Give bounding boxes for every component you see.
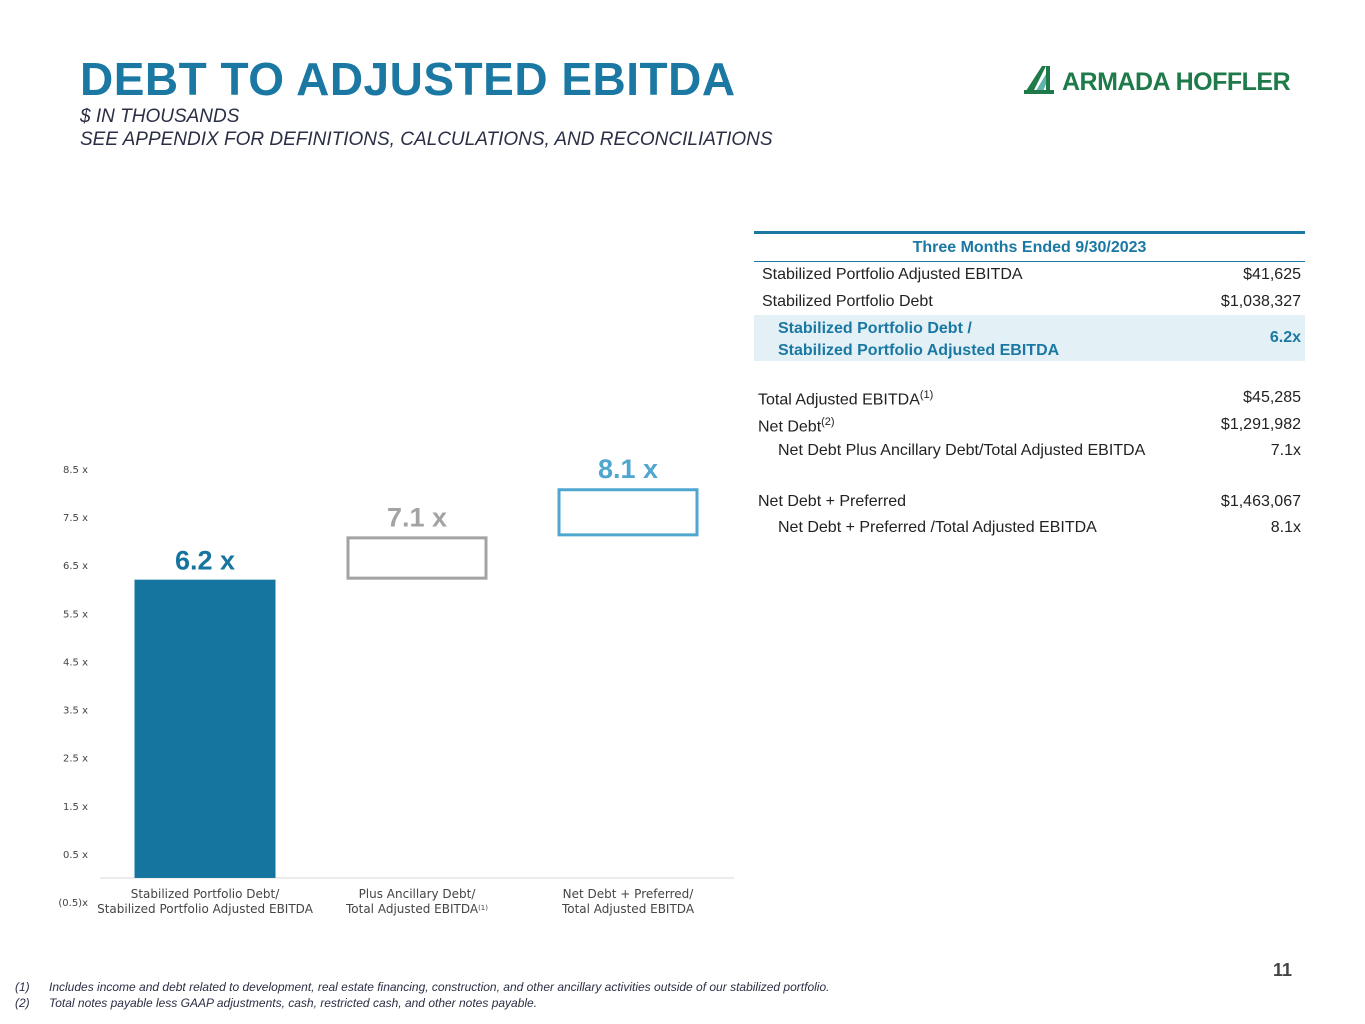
- subtitle-appendix: SEE APPENDIX FOR DEFINITIONS, CALCULATIO…: [80, 129, 773, 150]
- x-tick-label: Stabilized Portfolio Debt/: [131, 887, 281, 901]
- highlight-label: Stabilized Portfolio Debt / Stabilized P…: [778, 318, 1059, 362]
- row-label: Stabilized Portfolio Adjusted EBITDA: [762, 266, 1023, 283]
- footnote-2: (2) Total notes payable less GAAP adjustm…: [15, 996, 537, 1010]
- page-title: DEBT TO ADJUSTED EBITDA: [80, 53, 736, 105]
- ebitda-table: Three Months Ended 9/30/2023 Stabilized …: [754, 231, 1305, 542]
- table-row: Net Debt Plus Ancillary Debt/Total Adjus…: [754, 438, 1305, 465]
- row-label: Net Debt + Preferred: [758, 492, 907, 510]
- x-tick-label: Total Adjusted EBITDA(1): [345, 902, 488, 916]
- footnote-number: (2): [15, 996, 30, 1010]
- table-row: Net Debt + Preferred $1,463,067: [754, 489, 1305, 516]
- data-label: 8.1 x: [598, 454, 658, 484]
- row-value: $1,463,067: [1220, 492, 1301, 510]
- highlight-label-line-2: Stabilized Portfolio Adjusted EBITDA: [778, 342, 1060, 359]
- y-tick-label: (0.5)x: [58, 898, 88, 909]
- footnote-1: (1) Includes income and debt related to d…: [15, 980, 829, 994]
- row-label: Stabilized Portfolio Debt: [762, 292, 933, 310]
- subtitle-units: $ IN THOUSANDS: [80, 106, 240, 127]
- table-row: Stabilized Portfolio Debt $1,038,327: [754, 289, 1305, 316]
- row-value: $1,291,982: [1220, 415, 1301, 433]
- data-label: 6.2 x: [175, 546, 235, 576]
- y-tick-label: 1.5 x: [63, 802, 88, 813]
- row-label: Net Debt(2): [758, 415, 835, 435]
- y-tick-label: 3.5 x: [63, 706, 88, 717]
- row-value: $45,285: [1243, 389, 1301, 406]
- table-top-rule: [754, 231, 1305, 234]
- table-row: Stabilized Portfolio Adjusted EBITDA $41…: [754, 262, 1305, 289]
- logo-mark-icon: [1024, 66, 1054, 94]
- table-row: Total Adjusted EBITDA(1) $45,285: [754, 385, 1305, 412]
- row-value: $1,038,327: [1220, 292, 1301, 310]
- footnote-text: Includes income and debt related to deve…: [49, 980, 830, 994]
- row-value: 7.1x: [1270, 442, 1301, 459]
- bar: [134, 579, 276, 878]
- highlight-label-line-1: Stabilized Portfolio Debt /: [778, 320, 972, 337]
- y-tick-label: 0.5 x: [63, 850, 88, 861]
- y-tick-label: 4.5 x: [63, 657, 88, 668]
- x-tick-label: Stabilized Portfolio Adjusted EBITDA: [97, 902, 314, 916]
- table-row: Net Debt + Preferred /Total Adjusted EBI…: [754, 515, 1305, 542]
- debt-ebitda-bar-chart: (0.5)x 0.5 x 1.5 x 2.5 x 3.5 x 4.5 x 5.5 x 6.5 …: [58, 454, 734, 916]
- data-label: 7.1 x: [387, 502, 447, 532]
- footnote-text: Total notes payable less GAAP adjustment…: [49, 996, 538, 1010]
- x-tick-label: Total Adjusted EBITDA: [561, 902, 695, 916]
- footnote-number: (1): [15, 980, 30, 994]
- row-value: $41,625: [1243, 266, 1301, 283]
- y-tick-label: 8.5 x: [63, 465, 88, 476]
- bar: [346, 536, 488, 580]
- x-tick-label: Net Debt + Preferred/: [563, 887, 695, 901]
- y-tick-label: 5.5 x: [63, 609, 88, 620]
- row-label: Net Debt Plus Ancillary Debt/Total Adjus…: [778, 442, 1146, 459]
- x-tick-label: Plus Ancillary Debt/: [359, 887, 477, 901]
- y-tick-label: 6.5 x: [63, 561, 88, 572]
- row-value: 8.1x: [1270, 519, 1301, 536]
- y-tick-label: 2.5 x: [63, 754, 88, 765]
- company-logo: ARMADA HOFFLER: [1022, 62, 1302, 102]
- table-heading: Three Months Ended 9/30/2023: [754, 234, 1305, 262]
- logo-text: ARMADA HOFFLER: [1062, 68, 1291, 96]
- y-tick-label: 7.5 x: [63, 513, 88, 524]
- highlight-row: Stabilized Portfolio Debt / Stabilized P…: [754, 315, 1305, 361]
- table-row: Net Debt(2) $1,291,982: [754, 412, 1305, 439]
- page-number: 11: [1273, 960, 1293, 980]
- row-label: Net Debt + Preferred /Total Adjusted EBI…: [778, 519, 1097, 536]
- bar: [557, 488, 699, 537]
- highlight-value: 6.2x: [1269, 329, 1301, 346]
- row-label: Total Adjusted EBITDA(1): [758, 389, 934, 409]
